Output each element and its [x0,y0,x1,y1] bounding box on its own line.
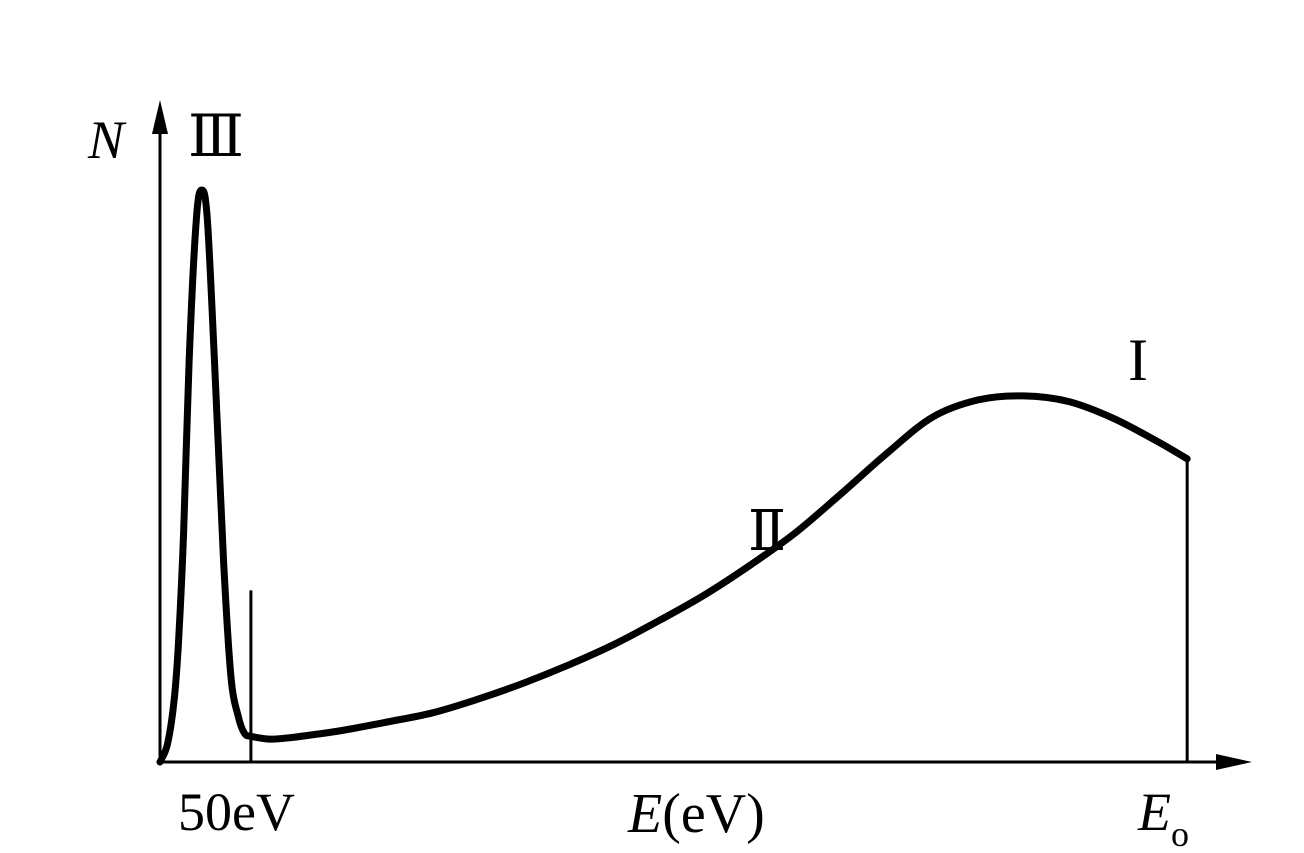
x-axis-label-var: E [627,783,662,845]
axes [152,100,1252,770]
x-tick-label-e0-sub: o [1171,814,1189,853]
marker-lines [249,458,1189,762]
x-axis-label: E(eV) [627,783,765,845]
x-axis-label-unit: (eV) [662,783,765,845]
x-tick-label-e0-main: E [1137,782,1171,842]
region-label-iii: Ⅲ [188,104,244,169]
y-axis-label: N [87,110,127,170]
region-label-i: I [1128,327,1148,393]
x-axis-arrow-icon [1216,754,1252,770]
region-label-ii: Ⅱ [748,501,786,563]
y-axis-arrow-icon [152,100,168,134]
x-tick-label-50ev: 50eV [178,782,295,842]
x-tick-label-e0: Eo [1137,782,1189,853]
series-line [156,186,1191,766]
